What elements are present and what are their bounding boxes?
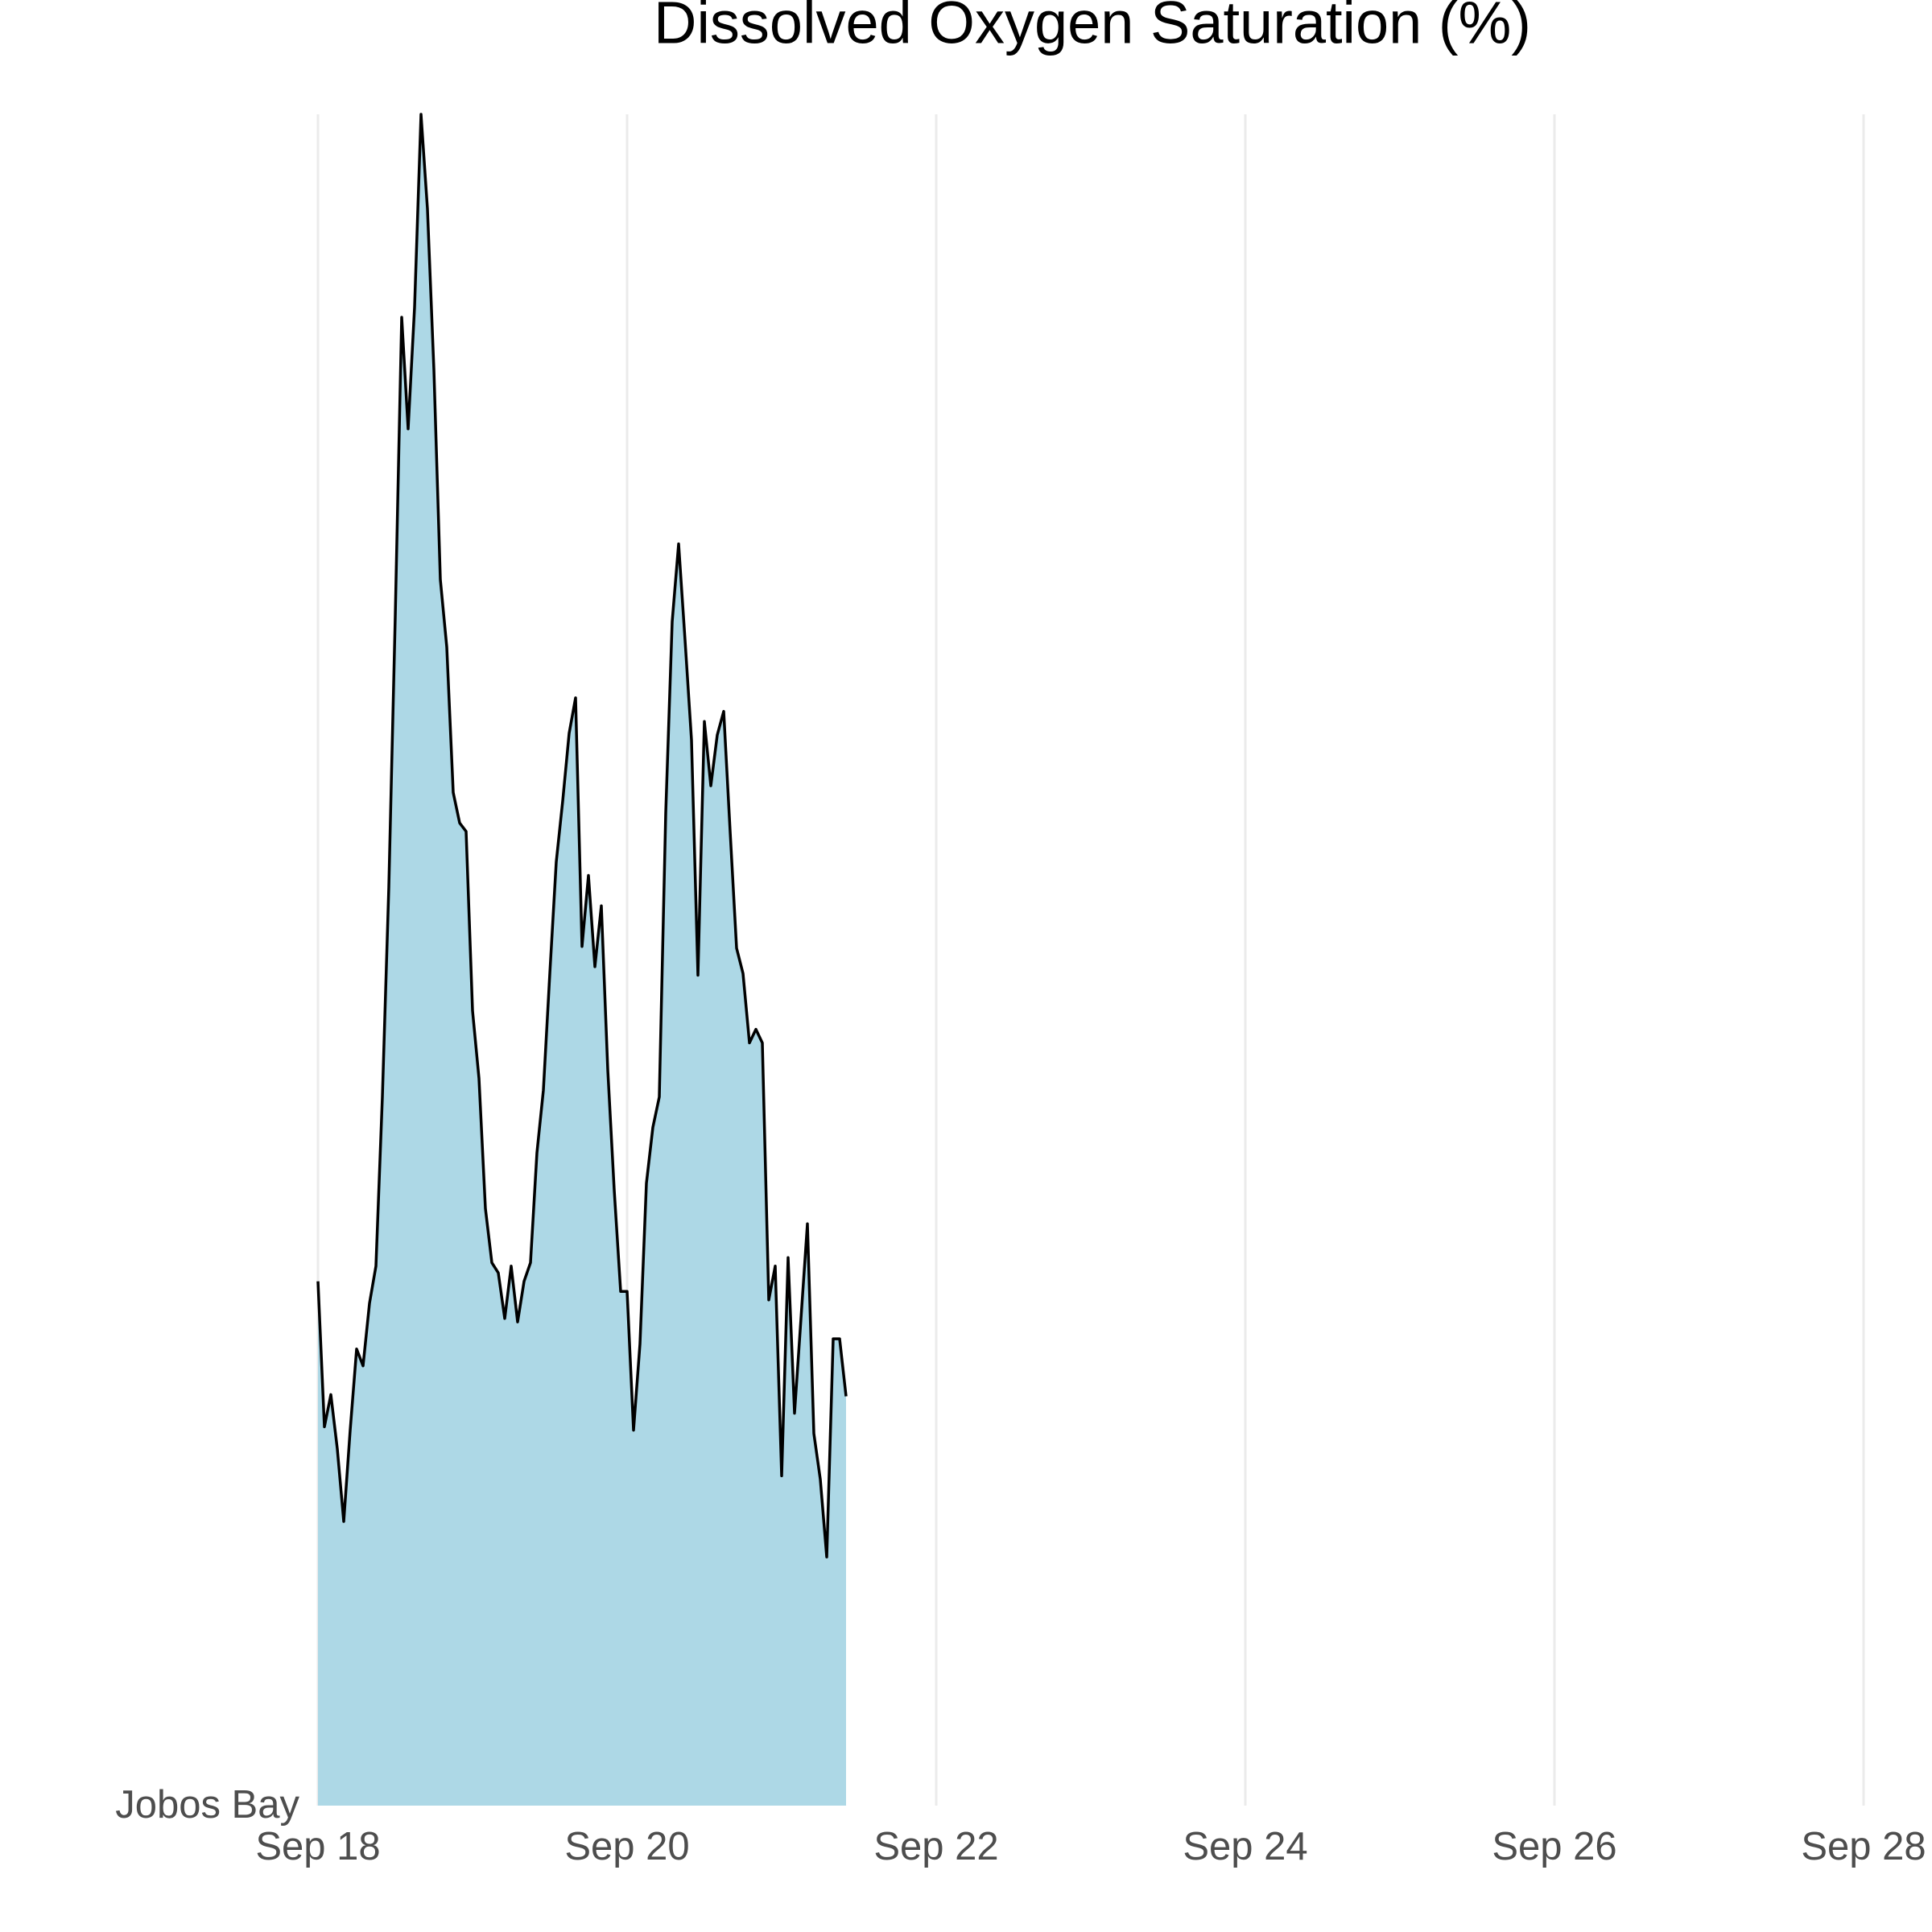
x-tick-label: Sep 22: [873, 1825, 998, 1868]
x-tick-label: Sep 18: [255, 1825, 380, 1868]
y-category-label: Jobos Bay: [115, 1783, 299, 1827]
x-tick-label: Sep 20: [564, 1825, 689, 1868]
area: [318, 114, 846, 1806]
x-tick-label: Sep 24: [1183, 1825, 1307, 1868]
x-tick-label: Sep 28: [1801, 1825, 1926, 1868]
line: [316, 113, 848, 1558]
x-tick-label: Sep 26: [1492, 1825, 1616, 1868]
chart-title: Dissolved Oxygen Saturation (%): [654, 0, 1531, 56]
